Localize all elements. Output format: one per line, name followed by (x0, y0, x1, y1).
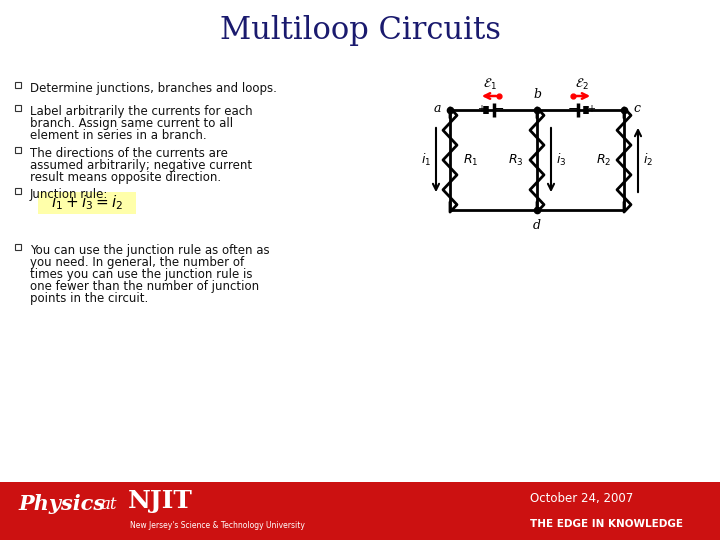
Text: $i_1$: $i_1$ (420, 152, 431, 168)
Text: −: − (568, 103, 578, 116)
Text: $i_2$: $i_2$ (643, 152, 653, 168)
Text: $\mathcal{E}_2$: $\mathcal{E}_2$ (575, 77, 589, 92)
Text: You can use the junction rule as often as: You can use the junction rule as often a… (30, 244, 269, 257)
Bar (15, 82, 21, 88)
Text: at: at (100, 496, 117, 512)
Text: a: a (433, 103, 441, 116)
Bar (15, 147, 21, 153)
Bar (38, 192, 136, 214)
Text: $\it{i}_1 + \it{i}_3 = \it{i}_2$: $\it{i}_1 + \it{i}_3 = \it{i}_2$ (51, 194, 123, 212)
Text: −: − (494, 103, 504, 116)
Text: $i_3$: $i_3$ (556, 152, 567, 168)
Text: Determine junctions, branches and loops.: Determine junctions, branches and loops. (30, 82, 277, 95)
Bar (15, 244, 21, 250)
Text: element in series in a branch.: element in series in a branch. (30, 129, 207, 142)
Text: d: d (533, 219, 541, 232)
Text: assumed arbitrarily; negative current: assumed arbitrarily; negative current (30, 159, 252, 172)
Text: $R_1$: $R_1$ (463, 152, 478, 167)
Bar (15, 105, 21, 111)
Text: times you can use the junction rule is: times you can use the junction rule is (30, 268, 253, 281)
Text: New Jersey's Science & Technology University: New Jersey's Science & Technology Univer… (130, 521, 305, 530)
Text: $R_2$: $R_2$ (595, 152, 611, 167)
Text: you need. In general, the number of: you need. In general, the number of (30, 256, 244, 269)
Text: c: c (633, 103, 640, 116)
Text: NJIT: NJIT (128, 489, 193, 512)
Text: one fewer than the number of junction: one fewer than the number of junction (30, 280, 259, 293)
Text: $\mathcal{E}_1$: $\mathcal{E}_1$ (483, 77, 497, 92)
Text: result means opposite direction.: result means opposite direction. (30, 171, 221, 184)
Text: Label arbitrarily the currents for each: Label arbitrarily the currents for each (30, 105, 253, 118)
Text: $R_3$: $R_3$ (508, 152, 524, 167)
Text: b: b (533, 88, 541, 101)
Text: The directions of the currents are: The directions of the currents are (30, 147, 228, 160)
Text: +: + (587, 104, 595, 114)
Text: branch. Assign same current to all: branch. Assign same current to all (30, 117, 233, 130)
Text: THE EDGE IN KNOWLEDGE: THE EDGE IN KNOWLEDGE (530, 519, 683, 529)
Bar (0, 482, 720, 540)
Text: +: + (477, 104, 485, 114)
Text: Junction rule:: Junction rule: (30, 188, 109, 201)
Text: October 24, 2007: October 24, 2007 (530, 492, 634, 505)
Text: Physics: Physics (18, 494, 105, 514)
Bar (15, 188, 21, 194)
Text: Multiloop Circuits: Multiloop Circuits (220, 15, 500, 46)
Text: points in the circuit.: points in the circuit. (30, 292, 148, 305)
